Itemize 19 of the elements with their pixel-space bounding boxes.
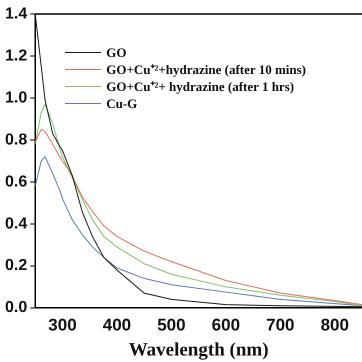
y-tick-label: 0.0: [4, 299, 28, 316]
y-tick-label: 0.6: [4, 173, 28, 190]
x-tick-label: 600: [212, 316, 240, 335]
x-tick-label: 300: [48, 316, 77, 335]
y-tick-label: 1.4: [4, 5, 28, 22]
y-tick-label: 1.0: [4, 89, 28, 106]
y-tick-label: 0.4: [4, 215, 28, 232]
y-tick-label: 0.8: [4, 131, 28, 148]
x-tick-label: 700: [266, 316, 294, 335]
legend-label: Cu-G: [106, 95, 138, 112]
legend-label: GO: [106, 44, 126, 61]
y-tick-label: 0.2: [4, 257, 28, 274]
y-tick-label: 1.2: [4, 47, 28, 64]
x-tick-label: 400: [102, 316, 132, 335]
legend-label: GO+Cu⁺²+ hydrazine (after 1 hrs): [106, 78, 294, 95]
x-axis-title: Wavelength (nm): [128, 340, 269, 361]
x-tick-label: 500: [157, 316, 186, 335]
legend-label: GO+Cu⁺²+hydrazine (after 10 mins): [106, 61, 306, 78]
x-tick-label: 800: [320, 316, 349, 335]
